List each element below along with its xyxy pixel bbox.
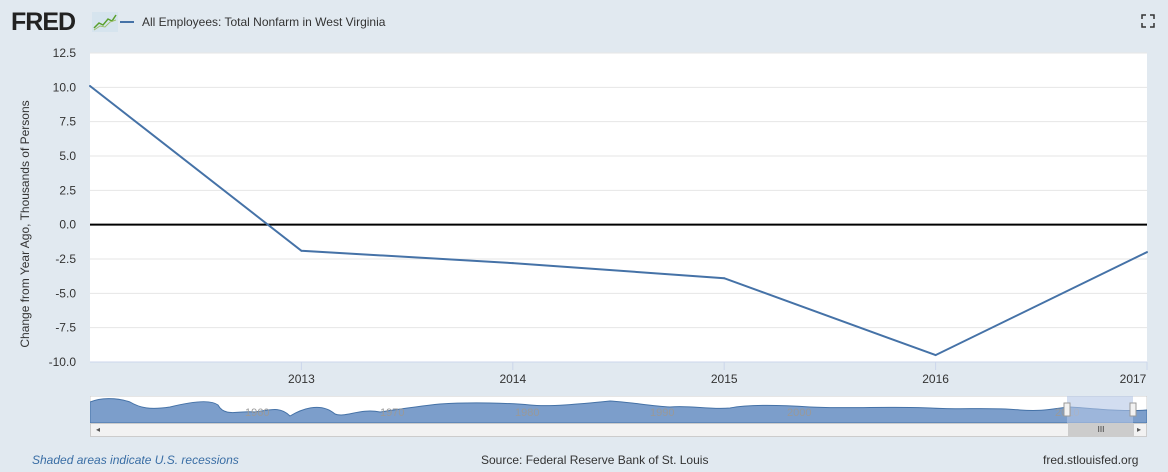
x-tick-label: 2017	[1120, 372, 1147, 386]
data-point[interactable]	[934, 354, 937, 357]
series-layer	[89, 84, 1148, 357]
data-point[interactable]	[1146, 251, 1148, 254]
navigator-label: 1980	[515, 407, 539, 419]
data-point[interactable]	[723, 277, 726, 280]
recession-note[interactable]: Shaded areas indicate U.S. recessions	[32, 453, 239, 467]
navigator-label: 1970	[380, 407, 404, 419]
y-axis-label: Change from Year Ago, Thousands of Perso…	[18, 100, 32, 347]
x-tick-label: 2015	[711, 372, 738, 386]
chart-header: FRED All Employees: Total Nonfarm in Wes…	[0, 0, 1168, 46]
legend-label: All Employees: Total Nonfarm in West Vir…	[142, 15, 386, 29]
scroll-right-button[interactable]: ▸	[1136, 425, 1141, 434]
sparkline-icon	[92, 12, 118, 32]
data-point[interactable]	[89, 84, 91, 87]
navigator-label: 1990	[650, 407, 674, 419]
navigator-label: 2000	[787, 407, 811, 419]
data-point[interactable]	[300, 249, 303, 252]
site-link[interactable]: fred.stlouisfed.org	[1043, 453, 1139, 467]
scroll-left-button[interactable]: ◂	[95, 425, 100, 434]
data-point[interactable]	[511, 262, 514, 265]
y-tick-label: 5.0	[59, 149, 76, 163]
legend-swatch	[120, 21, 134, 23]
plot-background	[90, 53, 1147, 362]
y-tick-label: -2.5	[55, 252, 76, 266]
navigator-series	[90, 398, 1147, 423]
y-tick-label: 2.5	[59, 183, 76, 197]
y-tick-label: 0.0	[59, 218, 76, 232]
source-text: Source: Federal Reserve Bank of St. Loui…	[481, 453, 709, 467]
legend[interactable]: All Employees: Total Nonfarm in West Vir…	[120, 15, 385, 29]
x-tick-label: 2014	[499, 372, 526, 386]
y-tick-label: 12.5	[53, 46, 77, 60]
x-tick-label: 2013	[288, 372, 315, 386]
y-tick-label: 10.0	[53, 80, 77, 94]
navigator-handle-right[interactable]	[1129, 402, 1137, 417]
x-tick-label: 2016	[922, 372, 949, 386]
x-axis-ticks: 2013 2014 2015 2016 2017	[90, 361, 1148, 386]
plot-area	[90, 53, 1147, 362]
scroll-thumb[interactable]: III	[1068, 424, 1134, 436]
y-axis-ticks: 12.5 10.0 7.5 5.0 2.5 0.0 -2.5 -5.0 -7.5 -10.0	[49, 46, 77, 369]
navigator-handle-left[interactable]	[1063, 402, 1071, 417]
y-tick-label: -10.0	[49, 355, 77, 369]
y-tick-label: -7.5	[55, 321, 76, 335]
fred-logo[interactable]: FRED	[11, 8, 76, 36]
series-line[interactable]	[89, 85, 1148, 357]
y-tick-label: 7.5	[59, 115, 76, 129]
fullscreen-icon[interactable]	[1141, 14, 1155, 28]
navigator-selection[interactable]	[1067, 396, 1133, 423]
navigator[interactable]: 196019701980199020002010	[90, 396, 1147, 423]
navigator-label: 1960	[245, 407, 269, 419]
scrollbar[interactable]: ◂ III ▸	[90, 423, 1147, 437]
y-tick-label: -5.0	[55, 286, 76, 300]
